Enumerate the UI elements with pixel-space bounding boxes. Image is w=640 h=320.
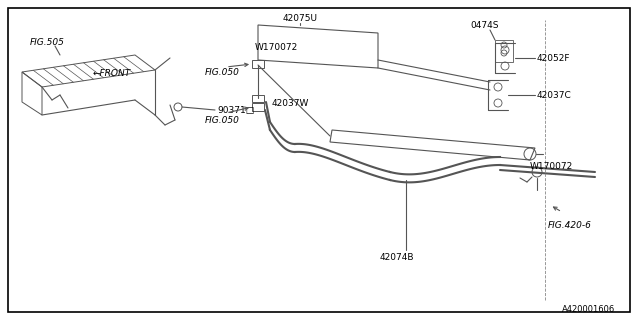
- Text: 0474S: 0474S: [470, 20, 499, 29]
- Text: FIG.420-6: FIG.420-6: [548, 220, 592, 229]
- Bar: [252, 103, 264, 111]
- Text: W170072: W170072: [530, 162, 573, 171]
- Text: 42052F: 42052F: [537, 53, 570, 62]
- Text: FIG.050: FIG.050: [205, 116, 240, 124]
- Bar: [495, 40, 513, 62]
- Text: 42074B: 42074B: [380, 253, 415, 262]
- Text: 90371□: 90371□: [217, 106, 254, 115]
- Text: FIG.050: FIG.050: [205, 68, 240, 76]
- Text: 42075U: 42075U: [282, 13, 317, 22]
- Bar: [252, 95, 264, 102]
- Text: 42037C: 42037C: [537, 91, 572, 100]
- Text: 42037W: 42037W: [272, 99, 309, 108]
- Text: FIG.505: FIG.505: [30, 37, 65, 46]
- Text: W170072: W170072: [255, 43, 298, 52]
- Text: ←FRONT: ←FRONT: [93, 68, 131, 77]
- Text: A420001606: A420001606: [562, 306, 615, 315]
- Bar: [252, 60, 264, 68]
